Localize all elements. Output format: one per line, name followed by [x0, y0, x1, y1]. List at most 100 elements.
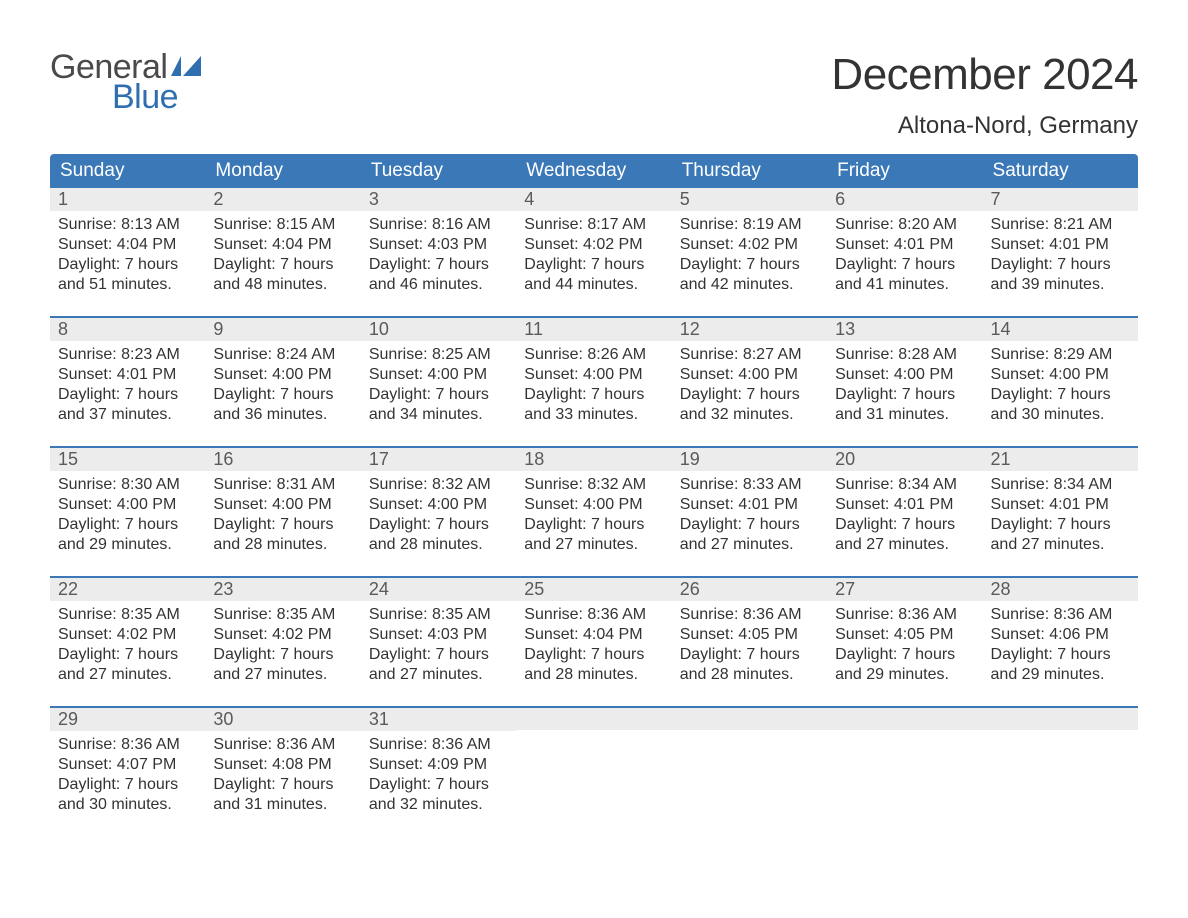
- daylight-line1: Daylight: 7 hours: [369, 385, 508, 405]
- daylight-line1: Daylight: 7 hours: [58, 255, 197, 275]
- day-details: Sunrise: 8:36 AMSunset: 4:07 PMDaylight:…: [50, 731, 205, 821]
- sunset-text: Sunset: 4:01 PM: [991, 495, 1130, 515]
- weekday-header-row: Sunday Monday Tuesday Wednesday Thursday…: [50, 154, 1138, 188]
- sunset-text: Sunset: 4:00 PM: [58, 495, 197, 515]
- location-subtitle: Altona-Nord, Germany: [831, 112, 1138, 140]
- day-details: Sunrise: 8:13 AMSunset: 4:04 PMDaylight:…: [50, 211, 205, 301]
- calendar-cell: 26Sunrise: 8:36 AMSunset: 4:05 PMDayligh…: [672, 578, 827, 696]
- sunset-text: Sunset: 4:06 PM: [991, 625, 1130, 645]
- daylight-line2: and 44 minutes.: [524, 275, 663, 295]
- calendar-week: 22Sunrise: 8:35 AMSunset: 4:02 PMDayligh…: [50, 576, 1138, 696]
- calendar-cell: 19Sunrise: 8:33 AMSunset: 4:01 PMDayligh…: [672, 448, 827, 566]
- calendar-cell: 24Sunrise: 8:35 AMSunset: 4:03 PMDayligh…: [361, 578, 516, 696]
- daylight-line2: and 30 minutes.: [58, 795, 197, 815]
- weekday-header: Sunday: [50, 154, 205, 188]
- weekday-header: Saturday: [983, 154, 1138, 188]
- day-details: Sunrise: 8:32 AMSunset: 4:00 PMDaylight:…: [516, 471, 671, 561]
- weekday-header: Thursday: [672, 154, 827, 188]
- daylight-line1: Daylight: 7 hours: [991, 385, 1130, 405]
- sunrise-text: Sunrise: 8:19 AM: [680, 215, 819, 235]
- daylight-line1: Daylight: 7 hours: [524, 255, 663, 275]
- sunrise-text: Sunrise: 8:36 AM: [835, 605, 974, 625]
- daylight-line1: Daylight: 7 hours: [680, 385, 819, 405]
- day-number: 23: [205, 578, 360, 601]
- sunset-text: Sunset: 4:00 PM: [835, 365, 974, 385]
- day-number: 7: [983, 188, 1138, 211]
- calendar-cell: 9Sunrise: 8:24 AMSunset: 4:00 PMDaylight…: [205, 318, 360, 436]
- daylight-line1: Daylight: 7 hours: [680, 645, 819, 665]
- daylight-line2: and 27 minutes.: [369, 665, 508, 685]
- daylight-line1: Daylight: 7 hours: [369, 515, 508, 535]
- sunrise-text: Sunrise: 8:36 AM: [58, 735, 197, 755]
- day-number: 4: [516, 188, 671, 211]
- daylight-line1: Daylight: 7 hours: [835, 255, 974, 275]
- sunrise-text: Sunrise: 8:32 AM: [369, 475, 508, 495]
- daylight-line1: Daylight: 7 hours: [991, 255, 1130, 275]
- daylight-line2: and 29 minutes.: [991, 665, 1130, 685]
- day-number: [516, 708, 671, 730]
- sunrise-text: Sunrise: 8:30 AM: [58, 475, 197, 495]
- daylight-line2: and 42 minutes.: [680, 275, 819, 295]
- day-number: 8: [50, 318, 205, 341]
- daylight-line1: Daylight: 7 hours: [991, 515, 1130, 535]
- daylight-line2: and 27 minutes.: [524, 535, 663, 555]
- calendar-cell: 20Sunrise: 8:34 AMSunset: 4:01 PMDayligh…: [827, 448, 982, 566]
- sunset-text: Sunset: 4:08 PM: [213, 755, 352, 775]
- brand-word2: Blue: [112, 80, 201, 114]
- calendar-cell: 7Sunrise: 8:21 AMSunset: 4:01 PMDaylight…: [983, 188, 1138, 306]
- day-details: Sunrise: 8:35 AMSunset: 4:03 PMDaylight:…: [361, 601, 516, 691]
- day-details: Sunrise: 8:33 AMSunset: 4:01 PMDaylight:…: [672, 471, 827, 561]
- day-number: [672, 708, 827, 730]
- daylight-line2: and 39 minutes.: [991, 275, 1130, 295]
- day-number: 24: [361, 578, 516, 601]
- day-number: 27: [827, 578, 982, 601]
- calendar-cell: 31Sunrise: 8:36 AMSunset: 4:09 PMDayligh…: [361, 708, 516, 826]
- day-details: Sunrise: 8:36 AMSunset: 4:09 PMDaylight:…: [361, 731, 516, 821]
- sunset-text: Sunset: 4:02 PM: [524, 235, 663, 255]
- sunrise-text: Sunrise: 8:23 AM: [58, 345, 197, 365]
- calendar-week: 1Sunrise: 8:13 AMSunset: 4:04 PMDaylight…: [50, 188, 1138, 306]
- daylight-line1: Daylight: 7 hours: [524, 515, 663, 535]
- sunset-text: Sunset: 4:00 PM: [213, 365, 352, 385]
- day-details: Sunrise: 8:36 AMSunset: 4:06 PMDaylight:…: [983, 601, 1138, 691]
- day-number: 19: [672, 448, 827, 471]
- daylight-line1: Daylight: 7 hours: [58, 385, 197, 405]
- sunrise-text: Sunrise: 8:36 AM: [213, 735, 352, 755]
- day-details: Sunrise: 8:20 AMSunset: 4:01 PMDaylight:…: [827, 211, 982, 301]
- calendar-cell: 6Sunrise: 8:20 AMSunset: 4:01 PMDaylight…: [827, 188, 982, 306]
- sunset-text: Sunset: 4:04 PM: [58, 235, 197, 255]
- weekday-header: Wednesday: [516, 154, 671, 188]
- daylight-line2: and 31 minutes.: [213, 795, 352, 815]
- sunrise-text: Sunrise: 8:33 AM: [680, 475, 819, 495]
- sunrise-text: Sunrise: 8:16 AM: [369, 215, 508, 235]
- sunset-text: Sunset: 4:01 PM: [991, 235, 1130, 255]
- weekday-header: Tuesday: [361, 154, 516, 188]
- daylight-line2: and 29 minutes.: [835, 665, 974, 685]
- sunset-text: Sunset: 4:03 PM: [369, 625, 508, 645]
- daylight-line1: Daylight: 7 hours: [58, 645, 197, 665]
- sunset-text: Sunset: 4:00 PM: [680, 365, 819, 385]
- daylight-line2: and 28 minutes.: [213, 535, 352, 555]
- day-details: Sunrise: 8:26 AMSunset: 4:00 PMDaylight:…: [516, 341, 671, 431]
- sunrise-text: Sunrise: 8:26 AM: [524, 345, 663, 365]
- daylight-line1: Daylight: 7 hours: [524, 385, 663, 405]
- day-number: 22: [50, 578, 205, 601]
- daylight-line2: and 27 minutes.: [835, 535, 974, 555]
- sunset-text: Sunset: 4:07 PM: [58, 755, 197, 775]
- daylight-line2: and 29 minutes.: [58, 535, 197, 555]
- day-details: Sunrise: 8:34 AMSunset: 4:01 PMDaylight:…: [983, 471, 1138, 561]
- sunset-text: Sunset: 4:04 PM: [213, 235, 352, 255]
- daylight-line2: and 34 minutes.: [369, 405, 508, 425]
- sunset-text: Sunset: 4:00 PM: [524, 365, 663, 385]
- weekday-header: Friday: [827, 154, 982, 188]
- day-details: Sunrise: 8:29 AMSunset: 4:00 PMDaylight:…: [983, 341, 1138, 431]
- day-number: 31: [361, 708, 516, 731]
- day-details: Sunrise: 8:36 AMSunset: 4:05 PMDaylight:…: [827, 601, 982, 691]
- day-number: [983, 708, 1138, 730]
- daylight-line2: and 32 minutes.: [369, 795, 508, 815]
- daylight-line2: and 51 minutes.: [58, 275, 197, 295]
- daylight-line2: and 37 minutes.: [58, 405, 197, 425]
- sunrise-text: Sunrise: 8:29 AM: [991, 345, 1130, 365]
- sunset-text: Sunset: 4:01 PM: [58, 365, 197, 385]
- weekday-header: Monday: [205, 154, 360, 188]
